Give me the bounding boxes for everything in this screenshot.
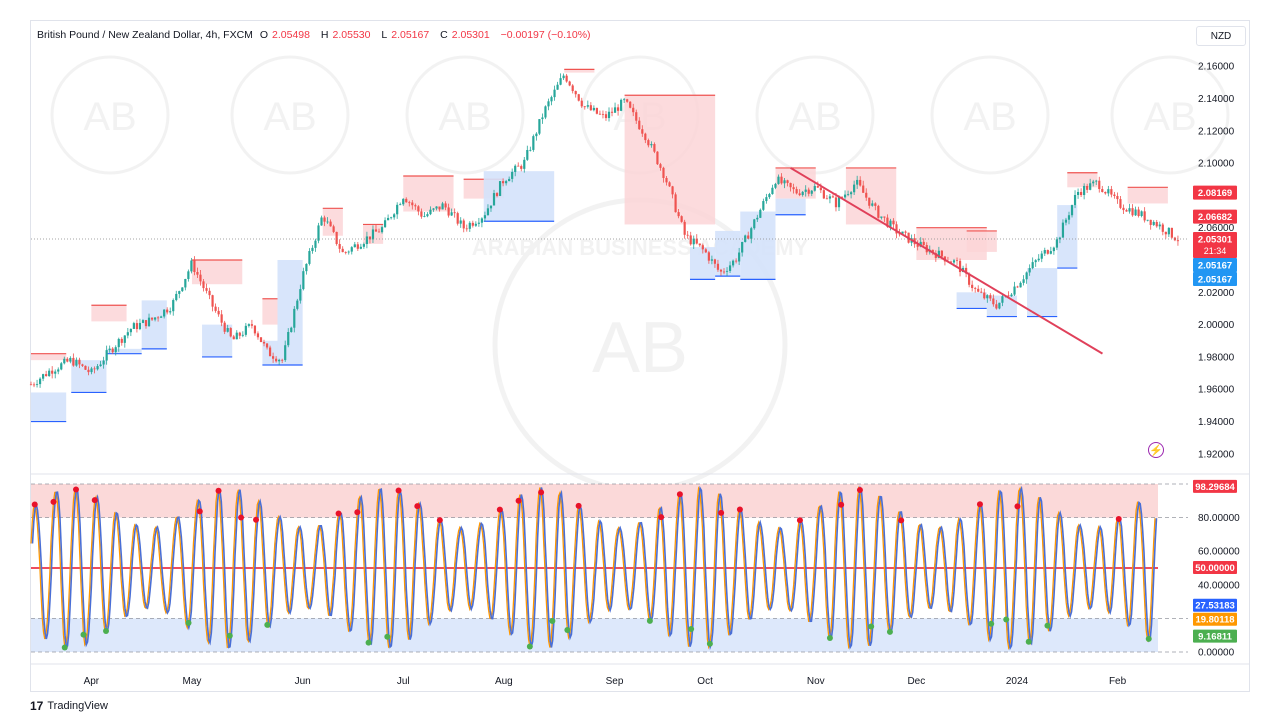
symbol-header: British Pound / New Zealand Dollar, 4h, … bbox=[37, 29, 595, 41]
high-label: H bbox=[320, 29, 329, 41]
open-label: O bbox=[259, 29, 269, 41]
open-value: 2.05498 bbox=[272, 29, 310, 41]
close-label: C bbox=[440, 29, 448, 41]
tradingview-logo[interactable]: 17 TradingView bbox=[30, 699, 108, 713]
flash-icon[interactable]: ⚡ bbox=[1148, 442, 1164, 458]
currency-selector[interactable]: NZD bbox=[1196, 26, 1246, 46]
tradingview-mark-icon: 17 bbox=[30, 699, 44, 713]
symbol-title[interactable]: British Pound / New Zealand Dollar, 4h, … bbox=[37, 29, 253, 41]
high-value: 2.05530 bbox=[332, 29, 371, 41]
change-value: −0.00197 (−0.10%) bbox=[500, 29, 591, 41]
chart-frame bbox=[30, 20, 1250, 692]
close-value: 2.05301 bbox=[451, 29, 490, 41]
low-label: L bbox=[381, 29, 388, 41]
tradingview-brand: TradingView bbox=[47, 700, 108, 712]
low-value: 2.05167 bbox=[391, 29, 430, 41]
